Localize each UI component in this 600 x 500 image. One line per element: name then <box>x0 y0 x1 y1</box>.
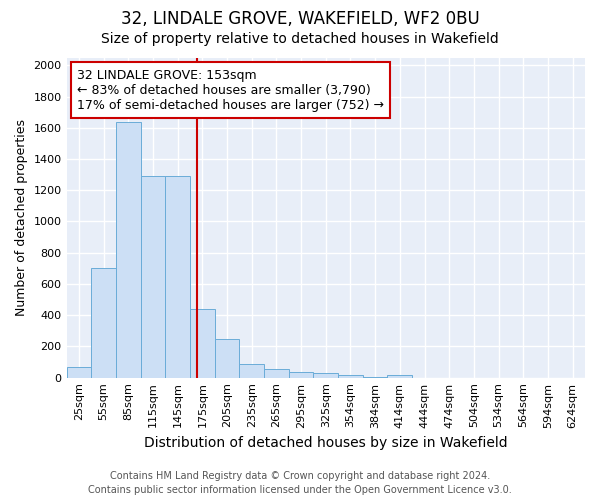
Bar <box>116 122 140 378</box>
Bar <box>338 374 363 378</box>
Y-axis label: Number of detached properties: Number of detached properties <box>15 119 28 316</box>
Bar <box>140 176 165 378</box>
Text: Contains HM Land Registry data © Crown copyright and database right 2024.
Contai: Contains HM Land Registry data © Crown c… <box>88 471 512 495</box>
Bar <box>363 377 388 378</box>
Bar <box>239 364 264 378</box>
X-axis label: Distribution of detached houses by size in Wakefield: Distribution of detached houses by size … <box>144 436 508 450</box>
Bar <box>190 309 215 378</box>
Text: Size of property relative to detached houses in Wakefield: Size of property relative to detached ho… <box>101 32 499 46</box>
Text: 32, LINDALE GROVE, WAKEFIELD, WF2 0BU: 32, LINDALE GROVE, WAKEFIELD, WF2 0BU <box>121 10 479 28</box>
Bar <box>313 373 338 378</box>
Text: 32 LINDALE GROVE: 153sqm
← 83% of detached houses are smaller (3,790)
17% of sem: 32 LINDALE GROVE: 153sqm ← 83% of detach… <box>77 68 384 112</box>
Bar <box>67 366 91 378</box>
Bar <box>264 369 289 378</box>
Bar <box>388 374 412 378</box>
Bar <box>289 372 313 378</box>
Bar <box>91 268 116 378</box>
Bar <box>165 176 190 378</box>
Bar <box>215 338 239 378</box>
